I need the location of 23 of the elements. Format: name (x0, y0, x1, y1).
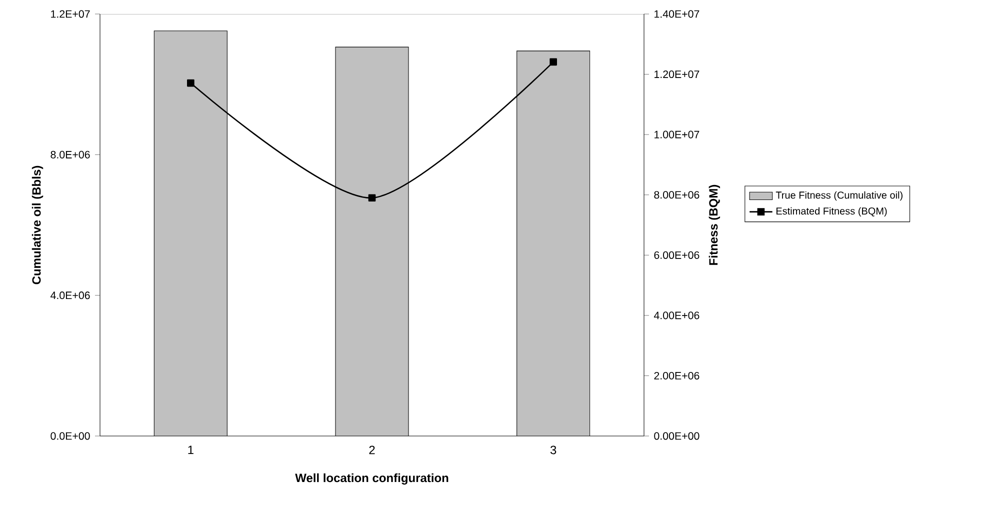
point (550, 58, 558, 66)
legend-label: True Fitness (Cumulative oil) (776, 191, 902, 201)
y2-tick-label: 0.00E+00 (654, 432, 700, 440)
x-tick-label: 1 (188, 446, 194, 454)
y-tick-label: 8.0E+06 (50, 150, 90, 158)
y-tick-label: 0.0E+00 (50, 432, 90, 440)
y2-tick-label: 1.00E+07 (654, 130, 700, 138)
x-tick-label: 3 (550, 446, 556, 454)
y-tick-label: 4.0E+06 (50, 292, 90, 300)
y-axis-title: Cumulative oil (Bbls) (32, 166, 44, 284)
x-axis-title: Well location configuration (295, 473, 448, 485)
x-tick-label: 2 (369, 446, 375, 454)
point (187, 79, 194, 87)
point (368, 194, 376, 202)
y2-tick-label: 2.00E+06 (654, 372, 700, 380)
y2-tick-label: 1.40E+07 (654, 10, 700, 18)
y2-tick-label: 1.20E+07 (654, 70, 700, 78)
y2-axis-title: Fitness (BQM) (708, 184, 720, 265)
legend-label: Estimated Fitness (BQM) (776, 207, 887, 217)
y2-tick-label: 4.00E+06 (654, 312, 700, 320)
y2-tick-label: 6.00E+06 (654, 251, 700, 259)
y-tick-label: 1.2E+07 (51, 10, 90, 18)
y2-tick-label: 8.00E+06 (654, 191, 700, 199)
